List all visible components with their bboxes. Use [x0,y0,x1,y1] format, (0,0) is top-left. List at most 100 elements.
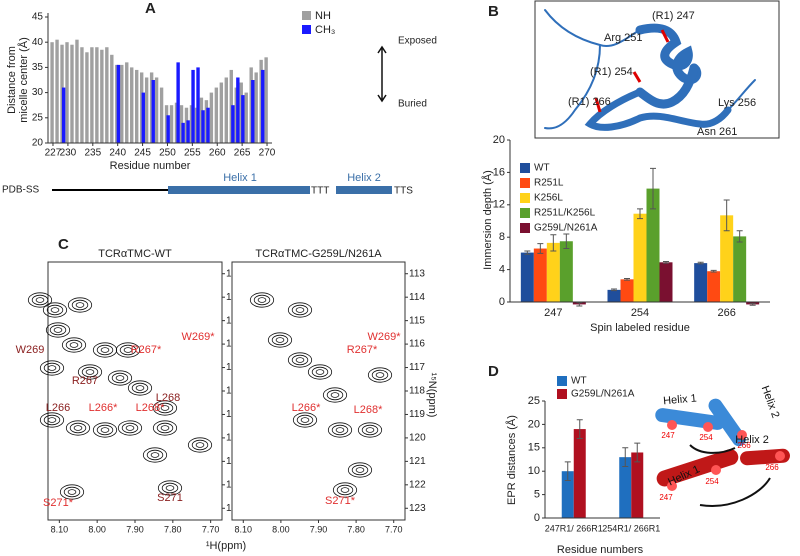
bar [607,289,621,302]
y-tick-label: 114 [409,292,425,303]
legend-swatch [520,193,530,203]
cartoon-label: 266 [737,441,751,450]
bar [181,122,185,143]
bar [105,47,109,143]
peak-label: R267* [347,344,378,356]
contour [332,482,358,498]
x-tick-label: 7.70 [385,524,403,534]
ss-segment: TTT [311,186,329,197]
contour [156,402,174,414]
peak-label: L268* [136,402,165,414]
legend-swatch [557,389,567,399]
legend-label: CH₃ [315,24,335,36]
peak-label: R267 [72,375,98,387]
contour [85,369,95,375]
contour [115,375,125,381]
bar [166,115,170,143]
helix-cartoon [655,398,790,507]
contour [296,414,314,426]
error-bar [697,261,704,265]
panel-letter: D [488,363,499,380]
y-tick-label: 5 [534,489,540,501]
contour [157,480,183,496]
legend-swatch [520,163,530,173]
contour [67,297,93,313]
peak-label: L266* [89,402,118,414]
y-tick-label: 30 [32,87,44,98]
error-bar [650,167,656,210]
contour [275,337,285,343]
contour [351,464,369,476]
contour [291,354,309,366]
y-tick-label: 10 [528,465,540,477]
y-tick-label: 116 [409,339,425,350]
contour [253,294,271,306]
y-tick-label: 15 [528,442,540,454]
bar [694,263,708,302]
cartoon-label: Helix 2 [759,384,782,420]
contour [117,420,143,436]
cartoon-label: 247 [659,493,673,502]
cartoon-label: Helix 1 [663,392,698,407]
bar [659,262,673,302]
contour [187,437,213,453]
bar [141,92,145,143]
peak-label: R267* [131,344,162,356]
error-bar [564,461,571,482]
contour [73,425,83,431]
contour [300,417,310,423]
bar [251,80,255,143]
contour [111,372,129,384]
bar [95,47,99,143]
contour [371,369,389,381]
bar [65,42,69,144]
error-bar [624,278,630,281]
error-bar [611,288,617,292]
y-tick-label: 123 [409,503,426,514]
y-axis-label: Distance from [6,46,18,114]
error-bar [576,419,583,439]
bar [559,241,573,302]
contour [61,337,87,353]
bar [196,67,200,143]
bar [169,105,174,143]
ss-segment: TTS [394,186,413,197]
y-tick-label: 115 [409,315,425,326]
error-bar [637,208,643,220]
y-tick-label: 113 [409,268,425,279]
panel-letter: A [145,0,156,17]
y-tick-label: 117 [409,362,425,373]
legend-label: K256L [534,193,563,204]
contour [39,360,65,376]
contour [152,400,178,416]
peak-label: L268 [156,392,180,404]
contour [71,299,89,311]
structure-label: (R1) 247 [652,10,695,22]
bar [264,57,268,143]
bar [100,49,104,144]
bar [90,47,94,143]
error-bar [524,250,531,255]
bar [733,236,747,302]
bar [619,457,632,518]
x-axis-label: Residue numbers [557,544,644,556]
y-tick-label: 20 [528,418,540,430]
y-tick-label: 0 [534,512,540,524]
contour [146,449,164,461]
x-tick-label: 266 [717,307,735,319]
contour [135,385,145,391]
contour [65,339,83,351]
error-bar [736,230,743,243]
x-tick-label: 8.10 [51,524,69,534]
legend-label: G259L/N261A [571,389,635,400]
contour [65,420,91,436]
x-tick-label: 254 [631,307,649,319]
x-tick-label: 247R1/ 266R1 [545,523,603,533]
contour [77,364,103,380]
cartoon-label: 254 [705,477,719,486]
contour [96,344,114,356]
bar [50,42,54,144]
legend-swatch [520,178,530,188]
contour [107,370,133,386]
bar [236,77,240,143]
